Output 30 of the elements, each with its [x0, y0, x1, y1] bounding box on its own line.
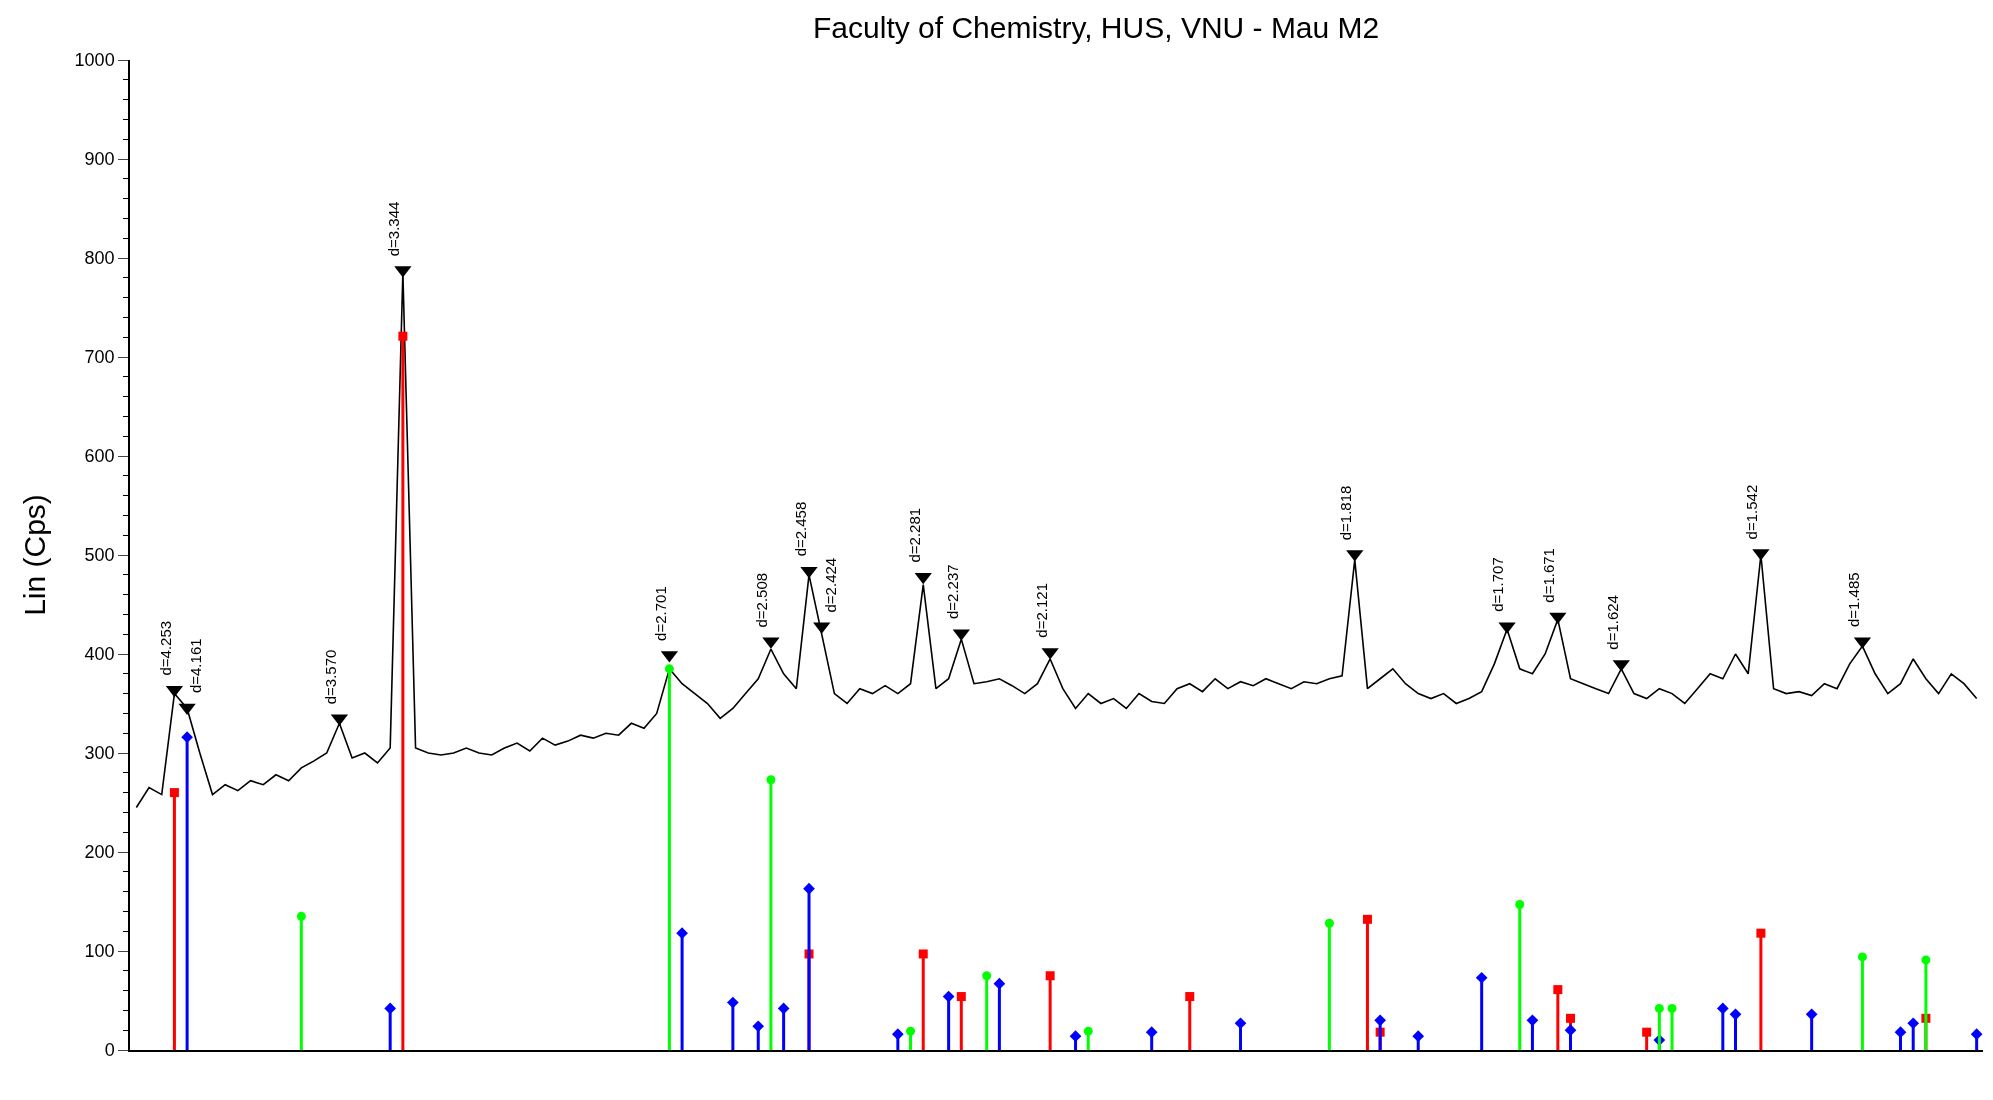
annotation: d=4.253: [157, 620, 175, 676]
annotation: d=1.542: [1743, 484, 1761, 540]
y-tick-label: 300: [84, 743, 115, 764]
annotation: d=3.344: [385, 201, 403, 257]
annotation: d=2.424: [821, 557, 839, 613]
annotation: d=1.707: [1489, 557, 1507, 612]
y-tick-label: 900: [84, 149, 115, 170]
y-tick-label: 400: [84, 644, 115, 665]
annotation: d=2.281: [905, 507, 923, 563]
annotation: d=2.701: [651, 586, 669, 641]
y-tick-label: 500: [84, 545, 115, 566]
annotation: d=1.818: [1337, 485, 1355, 541]
annotation: d=1.671: [1539, 548, 1557, 603]
y-axis-title: Lin (Cps): [18, 494, 52, 616]
annotation: d=1.485: [1844, 572, 1862, 628]
chart-title: Faculty of Chemistry, HUS, VNU - Mau M2: [813, 10, 1380, 44]
y-tick-label: 200: [84, 842, 115, 863]
y-tick-label: 800: [84, 248, 115, 269]
annotation: d=2.121: [1032, 583, 1050, 638]
annotation: d=2.237: [943, 564, 961, 620]
y-tick-label: 600: [84, 446, 115, 467]
y-tick-label: 100: [84, 941, 115, 962]
annotation: d=2.508: [753, 572, 771, 628]
annotation: d=4.161: [187, 638, 205, 694]
annotation: d=1.624: [1603, 595, 1621, 650]
annotation: d=3.570: [321, 649, 339, 705]
y-tick-label: 700: [84, 347, 115, 368]
y-tick-label: 0: [104, 1040, 115, 1061]
annotation: d=2.458: [791, 501, 809, 557]
y-tick-label: 1000: [74, 50, 115, 71]
